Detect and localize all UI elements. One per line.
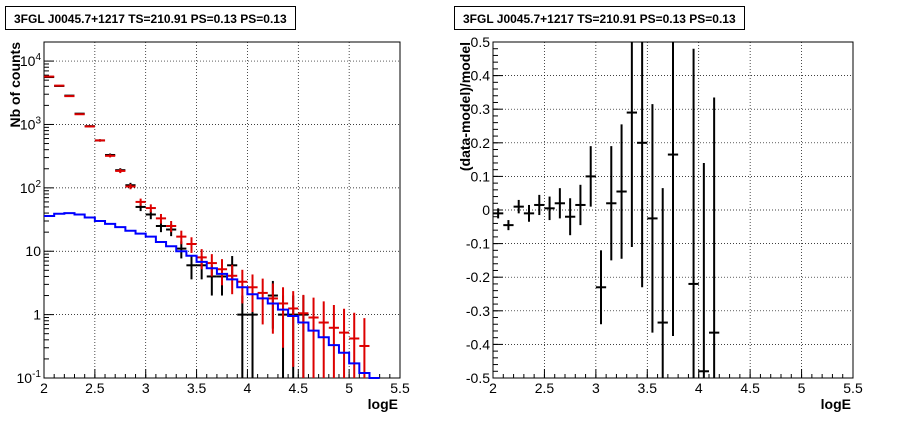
model-point [328,304,339,378]
residual-point [554,188,565,219]
residual-point [626,42,637,247]
residual-point [493,208,504,219]
right-x-tick-label: 4 [695,380,703,396]
left-y-tick-label: 102 [20,179,42,196]
model-point [135,198,146,206]
residual-point [575,184,586,226]
residual-point [513,199,524,214]
residual-point [606,146,617,261]
residual-point [544,196,555,221]
model-point [318,301,329,378]
model-point [308,297,319,378]
left-plot-frame [43,41,401,379]
residual-point [698,162,709,378]
left-x-tick-label: 5 [345,380,353,396]
model-point [84,125,95,128]
residual-point [667,42,679,336]
right-x-tick-label: 5 [798,380,806,396]
left-chart-title: 3FGL J0045.7+1217 TS=210.91 PS=0.13 PS=0… [5,6,296,30]
left-x-tick-label: 2 [40,380,48,396]
left-x-tick-label: 3.5 [187,380,207,396]
model-point [105,154,116,158]
model-point [267,283,278,334]
model-point [338,308,350,378]
residual-point [657,188,668,378]
model-point [186,237,197,253]
right-x-axis-title: logE [821,396,851,412]
right-y-tick-label: 0.1 [471,168,491,184]
model-point [145,204,156,213]
residual-point [585,146,596,207]
left-y-tick-label: 1 [33,307,41,323]
right-y-tick-label: -0.2 [466,269,490,285]
left-x-axis-title: logE [368,396,398,412]
right-x-tick-label: 5.5 [843,380,863,396]
left-x-tick-label: 4.5 [289,380,309,396]
model-point [196,249,207,270]
data-point [186,256,197,280]
model-point [155,213,167,224]
residual-point [688,48,699,378]
right-y-axis-title: (data-model)/model [457,42,473,171]
residual-point [565,198,576,236]
left-x-tick-label: 5.5 [390,380,410,396]
residual-point [534,194,545,216]
left-y-tick-label: 10-1 [17,369,42,386]
left-x-tick-label: 3 [142,380,150,396]
model-point [44,75,55,78]
model-point [166,220,177,233]
model-point [216,259,228,286]
left-y-tick-label: 104 [20,52,42,69]
right-y-tick-label: -0.3 [466,303,490,319]
data-point [237,295,248,378]
model-point [125,184,136,190]
left-y-axis-title: Nb of counts [7,42,23,128]
residual-point [595,250,607,325]
residual-point [709,97,720,378]
residual-point [523,204,535,222]
right-x-tick-label: 3.5 [638,380,658,396]
right-y-tick-label: -0.1 [466,236,490,252]
left-x-tick-label: 4 [244,380,252,396]
model-point [349,312,360,378]
model-step-line [44,212,380,379]
right-y-tick-label: 0.4 [471,68,491,84]
residual-point [616,124,627,259]
right-chart-title: 3FGL J0045.7+1217 TS=210.91 PS=0.13 PS=0… [454,6,745,30]
model-point [54,84,65,87]
left-y-tick-label: 10 [25,243,41,259]
model-point [176,230,187,245]
model-point [64,95,75,98]
model-point [206,254,217,277]
right-y-tick-label: 0 [482,202,490,218]
right-y-tick-label: -0.4 [466,336,490,352]
model-point [359,318,370,378]
right-x-tick-label: 3 [592,380,600,396]
model-point [115,168,126,174]
right-y-tick-label: 0.3 [471,101,491,117]
right-x-tick-label: 2.5 [535,380,555,396]
residual-point [503,220,514,231]
data-point [176,241,187,259]
right-x-tick-label: 2 [489,380,497,396]
model-point [298,294,309,378]
model-point [94,139,106,142]
residual-point [637,42,648,288]
right-y-tick-label: -0.5 [466,370,490,386]
right-x-tick-label: 4.5 [740,380,760,396]
right-y-tick-label: 0.5 [471,34,491,50]
left-y-tick-label: 103 [20,115,42,132]
model-point [288,291,299,367]
left-x-tick-label: 2.5 [85,380,105,396]
model-point [74,113,85,116]
model-point [277,287,289,348]
model-point [257,278,268,325]
residual-point [647,104,658,333]
right-y-tick-label: 0.2 [471,135,491,151]
